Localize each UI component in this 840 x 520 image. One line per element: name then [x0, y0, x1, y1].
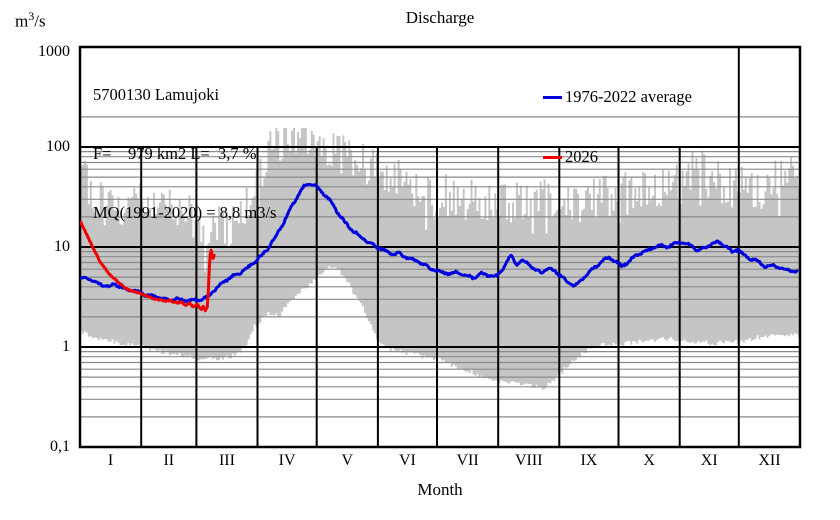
- legend-label-average: 1976-2022 average: [565, 87, 692, 107]
- y-tick-1000: 1000: [38, 43, 70, 60]
- minmax-band: [80, 128, 800, 390]
- y-tick-100: 100: [46, 138, 70, 155]
- x-tick-VII: VII: [456, 452, 479, 469]
- legend: 1976-2022 average 2026: [543, 49, 692, 207]
- legend-label-year: 2026: [565, 147, 598, 167]
- x-tick-V: V: [341, 452, 354, 469]
- x-tick-X: X: [643, 452, 655, 469]
- station-area-lake-pct: F= 979 km2 L= 3,7 %: [93, 143, 257, 163]
- x-axis-title: Month: [417, 480, 463, 499]
- y-tick-0,1: 0,1: [50, 438, 70, 455]
- station-mean-discharge: MQ(1991-2020) = 8,8 m3/s: [93, 202, 277, 222]
- x-tick-XII: XII: [758, 452, 781, 469]
- x-tick-VIII: VIII: [514, 452, 543, 469]
- x-tick-IX: IX: [580, 452, 598, 469]
- unit-rest: /s: [34, 11, 46, 31]
- x-tick-IV: IV: [278, 452, 296, 469]
- chart-title: Discharge: [405, 8, 475, 27]
- x-tick-VI: VI: [398, 452, 416, 469]
- current-year-line: [80, 220, 216, 313]
- x-tick-XI: XI: [700, 452, 718, 469]
- x-tick-II: II: [163, 452, 175, 469]
- average-line: [80, 182, 799, 303]
- unit-exponent: 3: [28, 9, 35, 23]
- plot-border: [78, 45, 802, 449]
- month-gridlines: [140, 47, 740, 447]
- legend-item-average: 1976-2022 average: [543, 87, 692, 109]
- x-tick-III: III: [218, 452, 235, 469]
- y-tick-1: 1: [62, 338, 70, 355]
- station-id-name: 5700130 Lamujoki: [93, 84, 220, 104]
- x-tick-I: I: [107, 452, 114, 469]
- legend-item-year: 2026: [543, 147, 692, 169]
- unit-base: m: [15, 11, 29, 31]
- station-info-box: 5700130 Lamujoki F= 979 km2 L= 3,7 % MQ(…: [93, 48, 276, 263]
- y-tick-10: 10: [54, 238, 70, 255]
- y-axis-unit-label: m3/s: [15, 9, 46, 31]
- average-line-swatch: [543, 96, 562, 100]
- year-line-swatch: [543, 156, 562, 160]
